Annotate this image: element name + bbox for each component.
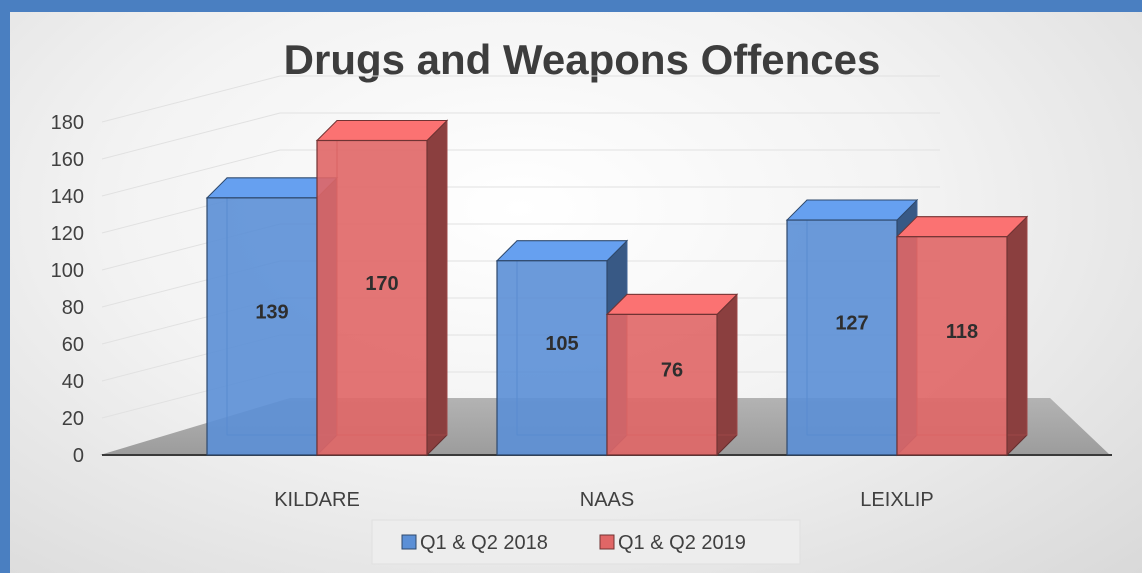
value-label: 139 [255, 301, 288, 323]
category-labels: KILDARE NAAS LEIXLIP [274, 489, 933, 511]
y-tick-label: 120 [51, 223, 84, 245]
bar-front [316, 139, 428, 456]
y-tick-label: 0 [73, 445, 84, 467]
bar-front [496, 260, 608, 456]
bar-front [206, 197, 318, 456]
bar-top [495, 240, 629, 262]
category-label: LEIXLIP [860, 489, 933, 511]
y-tick-label: 20 [62, 408, 84, 430]
y-tick-label: 180 [51, 112, 84, 134]
bar-top [605, 293, 739, 315]
bars: 139 170 105 76 127 118 [205, 119, 1029, 457]
y-tick-label: 100 [51, 260, 84, 282]
category-label: NAAS [580, 489, 634, 511]
bar-side [1006, 215, 1028, 457]
bar-front [786, 219, 898, 456]
bar-top [785, 199, 919, 221]
value-label: 118 [946, 321, 978, 343]
y-tick-label: 140 [51, 186, 84, 208]
gridline [101, 75, 281, 123]
bar-side [426, 119, 448, 457]
bar-front [606, 313, 718, 456]
bar-top [895, 216, 1029, 238]
gridline [101, 112, 281, 160]
bar-top [315, 120, 449, 141]
category-label: KILDARE [274, 489, 360, 511]
legend: Q1 & Q2 2018 Q1 & Q2 2019 [371, 519, 801, 565]
chart-title: Drugs and Weapons Offences [284, 36, 881, 83]
bar-side [716, 293, 738, 457]
legend-box [371, 519, 801, 565]
chart-area: Drugs and Weapons Offences 0 20 40 60 80 100 1… [10, 12, 1142, 573]
bar-leixlip-2019: 118 [895, 215, 1029, 457]
bar-naas-2019: 76 [605, 293, 739, 457]
legend-label-2019: Q1 & Q2 2019 [618, 532, 746, 554]
value-label: 76 [661, 360, 683, 382]
y-axis-ticks: 0 20 40 60 80 100 120 140 160 180 [51, 112, 84, 467]
y-tick-label: 80 [62, 297, 84, 319]
legend-label-2018: Q1 & Q2 2018 [420, 532, 548, 554]
gridline [101, 149, 281, 197]
legend-swatch-2019 [599, 534, 615, 550]
bar-front [896, 236, 1008, 456]
bar-kildare-2019: 170 [315, 119, 449, 457]
y-tick-label: 60 [62, 334, 84, 356]
legend-swatch-2018 [401, 534, 417, 550]
y-tick-label: 40 [62, 371, 84, 393]
y-tick-label: 160 [51, 149, 84, 171]
bar-chart: Drugs and Weapons Offences 0 20 40 60 80 100 1… [51, 36, 1112, 565]
value-label: 127 [835, 313, 868, 335]
value-label: 105 [545, 333, 578, 355]
value-label: 170 [365, 273, 398, 295]
